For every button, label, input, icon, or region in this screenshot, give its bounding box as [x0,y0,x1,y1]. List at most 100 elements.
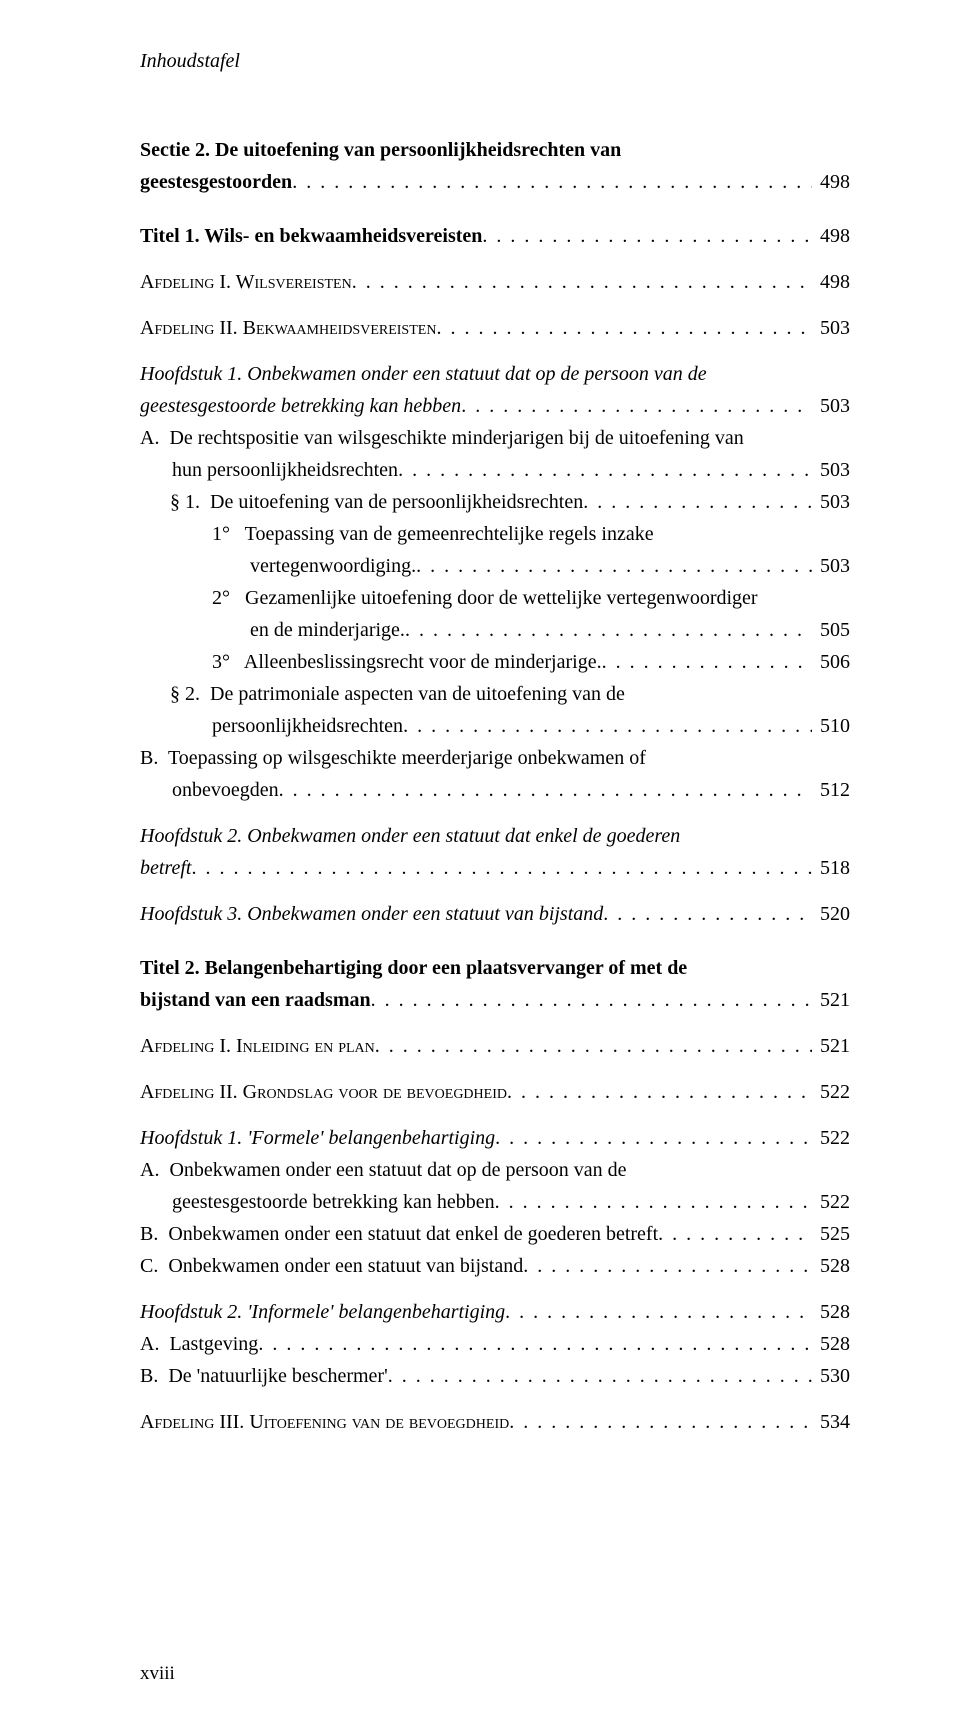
toc-label: 1° Toepassing van de gemeenrechtelijke r… [212,521,654,548]
toc-row-continuation: 1° Toepassing van de gemeenrechtelijke r… [140,521,850,548]
leader-dots [279,777,812,804]
leader-dots [658,1221,812,1248]
toc-label: persoonlijkheidsrechten [212,713,403,740]
spacer [140,1395,850,1409]
toc-row: C. Onbekwamen onder een statuut van bijs… [140,1253,850,1280]
spacer [140,347,850,361]
toc-page-number: 521 [812,987,850,1014]
toc-page-number: 525 [812,1221,850,1248]
toc-label: Hoofdstuk 2. 'Informele' belangenbeharti… [140,1299,505,1326]
toc-row: B. De 'natuurlijke beschermer' 530 [140,1363,850,1390]
toc-row-continuation: Sectie 2. De uitoefening van persoonlijk… [140,137,850,164]
toc-row: Titel 1. Wils- en bekwaamheidsvereisten 4… [140,223,850,250]
toc-label: Afdeling II. Grondslag voor de bevoegdhe… [140,1079,507,1106]
toc-page-number: 498 [812,169,850,196]
toc-row: Hoofdstuk 2. 'Informele' belangenbeharti… [140,1299,850,1326]
toc-row: geestesgestoorden498 [140,169,850,196]
leader-dots [403,713,812,740]
toc-row-continuation: B. Toepassing op wilsgeschikte meerderja… [140,745,850,772]
leader-dots [505,1299,812,1326]
leader-dots [509,1409,812,1436]
toc-label: Afdeling III. Uitoefening van de bevoegd… [140,1409,509,1436]
toc-row: bijstand van een raadsman 521 [140,987,850,1014]
toc-row: geestesgestoorde betrekking kan hebben 52… [140,1189,850,1216]
toc-label: onbevoegden [172,777,279,804]
toc-label: B. De 'natuurlijke beschermer' [140,1363,388,1390]
toc-row: hun persoonlijkheidsrechten 503 [140,457,850,484]
toc-row-continuation: Hoofdstuk 1. Onbekwamen onder een statuu… [140,361,850,388]
spacer [140,1065,850,1079]
leader-dots [602,649,812,676]
toc-row: onbevoegden 512 [140,777,850,804]
toc-row-continuation: Hoofdstuk 2. Onbekwamen onder een statuu… [140,823,850,850]
toc-row: Hoofdstuk 3. Onbekwamen onder een statuu… [140,901,850,928]
footer-page-number: xviii [140,1661,175,1687]
toc-label: geestesgestoorde betrekking kan hebben [172,1189,495,1216]
spacer [140,809,850,823]
leader-dots [371,987,812,1014]
toc-page-number: 503 [812,553,850,580]
leader-dots [258,1331,812,1358]
leader-dots [388,1363,812,1390]
toc-page-number: 528 [812,1299,850,1326]
toc-page-number: 530 [812,1363,850,1390]
toc-page-number: 503 [812,393,850,420]
toc-label: B. Toepassing op wilsgeschikte meerderja… [140,745,646,772]
toc-label: Afdeling I. Inleiding en plan [140,1033,375,1060]
spacer [140,115,850,137]
toc-page-number: 522 [812,1079,850,1106]
leader-dots [603,901,812,928]
leader-dots [375,1033,812,1060]
toc-row: Afdeling I. Inleiding en plan 521 [140,1033,850,1060]
toc-page-number: 522 [812,1125,850,1152]
toc-row: 3° Alleenbeslissingsrecht voor de minder… [140,649,850,676]
toc-row-continuation: Titel 2. Belangenbehartiging door een pl… [140,955,850,982]
toc-row: Afdeling I. Wilsvereisten498 [140,269,850,296]
toc-page-number: 521 [812,1033,850,1060]
toc-row: persoonlijkheidsrechten 510 [140,713,850,740]
toc-page-number: 498 [812,269,850,296]
leader-dots [523,1253,812,1280]
toc-row-continuation: 2° Gezamenlijke uitoefening door de wett… [140,585,850,612]
toc-label: Titel 1. Wils- en bekwaamheidsvereisten [140,223,482,250]
leader-dots [191,855,812,882]
toc-label: B. Onbekwamen onder een statuut dat enke… [140,1221,658,1248]
toc-page-number: 503 [812,457,850,484]
leader-dots [292,169,812,196]
spacer [140,1019,850,1033]
leader-dots [507,1079,812,1106]
toc-label: Afdeling II. Bekwaamheidsvereisten [140,315,436,342]
toc-row-continuation: § 2. De patrimoniale aspecten van de uit… [140,681,850,708]
toc-label: Sectie 2. De uitoefening van persoonlijk… [140,137,621,164]
leader-dots [398,457,812,484]
spacer [140,933,850,955]
toc-row: Afdeling II. Grondslag voor de bevoegdhe… [140,1079,850,1106]
leader-dots [405,617,812,644]
toc-page-number: 503 [812,315,850,342]
toc-page-number: 528 [812,1331,850,1358]
toc-row: Afdeling III. Uitoefening van de bevoegd… [140,1409,850,1436]
toc-page-number: 534 [812,1409,850,1436]
toc-page-number: 510 [812,713,850,740]
toc-label: hun persoonlijkheidsrechten [172,457,398,484]
spacer [140,1285,850,1299]
toc-label: 3° Alleenbeslissingsrecht voor de minder… [212,649,602,676]
toc-row: A. Lastgeving 528 [140,1331,850,1358]
spacer [140,255,850,269]
toc-page-number: 522 [812,1189,850,1216]
toc-label: A. Lastgeving [140,1331,258,1358]
toc-page-number: 518 [812,855,850,882]
toc-row: en de minderjarige.505 [140,617,850,644]
toc-row: § 1. De uitoefening van de persoonlijkhe… [140,489,850,516]
toc-label: Hoofdstuk 1. 'Formele' belangenbehartigi… [140,1125,495,1152]
toc-label: bijstand van een raadsman [140,987,371,1014]
toc-page-number: 506 [812,649,850,676]
toc-row: B. Onbekwamen onder een statuut dat enke… [140,1221,850,1248]
spacer [140,1111,850,1125]
leader-dots [416,553,812,580]
toc-page-number: 512 [812,777,850,804]
toc-page-number: 498 [812,223,850,250]
toc-label: § 1. De uitoefening van de persoonlijkhe… [170,489,583,516]
toc-label: A. De rechtspositie van wilsgeschikte mi… [140,425,744,452]
toc-page-number: 503 [812,489,850,516]
